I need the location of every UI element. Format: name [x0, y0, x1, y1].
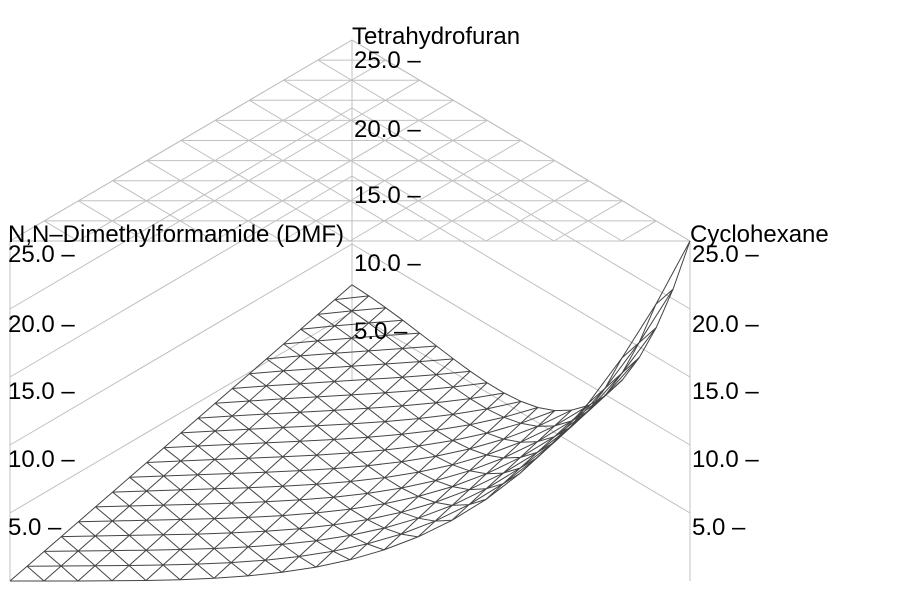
surface-mesh-line	[655, 288, 674, 305]
surface-mesh-line	[317, 307, 386, 315]
ceiling-grid-line	[146, 160, 283, 242]
surface-mesh-line	[383, 407, 539, 551]
ceiling-grid-line	[249, 99, 487, 242]
ceiling-grid-line	[417, 160, 556, 242]
ceiling-grid-line	[349, 140, 522, 242]
tick-label-top-25: 25.0 –	[354, 47, 421, 74]
surface-mesh-line	[26, 565, 45, 582]
surface-mesh-line	[180, 432, 351, 561]
ceiling-grid-line	[77, 59, 387, 242]
level-line-left-wall	[9, 243, 353, 446]
surface-mesh-line	[485, 405, 589, 500]
tick-label-right-10: 10.0 –	[692, 446, 759, 473]
surface-mesh-line	[95, 395, 606, 508]
surface-mesh-line	[247, 370, 471, 577]
tick-label-top-20: 20.0 –	[354, 116, 421, 143]
level-line-left-wall	[9, 311, 353, 514]
response-surface	[9, 240, 691, 582]
surface-mesh-line	[334, 295, 369, 301]
surface-mesh-line	[43, 551, 79, 582]
surface-mesh-line	[587, 357, 640, 404]
axis-title-tetrahydrofuran: Tetrahydrofuran	[352, 23, 520, 50]
surface-mesh-line	[61, 357, 640, 538]
ceiling-grid-line	[485, 180, 589, 242]
ceiling-grid-line	[180, 140, 351, 242]
surface-mesh-line	[349, 401, 522, 561]
tick-label-top-15: 15.0 –	[354, 182, 421, 209]
level-line-right-wall	[351, 175, 691, 378]
ceiling-grid-line	[78, 200, 147, 242]
axis-labels: Tetrahydrofuran 25.0 – 20.0 – 15.0 – 10.…	[8, 23, 829, 541]
surface-mesh-line	[300, 328, 589, 459]
surface-mesh-line	[266, 358, 521, 491]
surface-mesh-line	[215, 382, 488, 404]
axis-title-cyclohexane: Cyclohexane	[690, 221, 829, 248]
surface-mesh-line	[451, 409, 573, 521]
surface-mesh-line	[43, 295, 370, 582]
surface-mesh-line	[95, 506, 181, 581]
surface-mesh-line	[60, 536, 113, 582]
level-line-left-wall	[9, 175, 353, 378]
level-line-left-wall	[9, 107, 353, 310]
axis-title-dmf: N,N–Dimethylformamide (DMF)	[8, 221, 344, 248]
tick-label-left-5: 5.0 –	[8, 514, 62, 541]
surface-mesh-line	[112, 404, 589, 493]
tick-label-top-10: 10.0 –	[354, 250, 421, 277]
surface-mesh-line	[129, 476, 249, 577]
tick-label-left-10: 10.0 –	[8, 446, 75, 473]
surface-mesh-line	[197, 417, 385, 551]
surface-mesh-line	[163, 447, 317, 568]
surface-mesh-line	[129, 409, 572, 478]
ceiling-grid-line	[112, 180, 215, 242]
surface-mesh-line	[315, 392, 505, 568]
surface-mesh-line	[146, 462, 283, 573]
ceiling-grid-line	[553, 200, 623, 242]
surface-mesh-line	[553, 379, 623, 443]
surface-mesh-line	[283, 332, 420, 345]
tick-label-right-20: 20.0 –	[692, 311, 759, 338]
level-line-right-wall	[351, 107, 691, 310]
surface-mesh-line	[232, 388, 453, 522]
grid-lines	[9, 39, 691, 581]
surface-mesh-line	[180, 400, 522, 434]
surface-mesh-line	[27, 288, 674, 567]
surface-mesh-line	[249, 358, 454, 375]
tick-label-right-15: 15.0 –	[692, 378, 759, 405]
surface-mesh-line	[112, 491, 215, 579]
tick-label-top-5: 5.0 –	[354, 318, 408, 345]
tick-label-right-5: 5.0 –	[692, 514, 746, 541]
tick-label-right-25: 25.0 –	[692, 241, 759, 268]
tick-label-left-25: 25.0 –	[8, 241, 75, 268]
surface-mesh-line	[111, 319, 404, 582]
surface-mesh-line	[232, 370, 471, 389]
ceiling-grid-line	[317, 59, 623, 242]
surface-mesh-line	[78, 521, 147, 581]
surface-mesh-line	[198, 392, 505, 419]
tick-label-left-15: 15.0 –	[8, 378, 75, 405]
surface-mesh-line	[300, 319, 403, 330]
surface-mesh-line	[266, 345, 437, 360]
surface-mesh-line	[179, 345, 437, 581]
surface-mesh-line	[417, 410, 556, 538]
ceiling-grid-line	[213, 99, 454, 242]
surface-mesh-line	[163, 407, 539, 449]
tick-label-left-20: 20.0 –	[8, 311, 75, 338]
ceiling-grid-line	[621, 220, 657, 242]
ceiling-grid-line	[43, 220, 79, 242]
surface-mesh-line	[621, 327, 657, 359]
level-line-right-wall	[351, 243, 691, 446]
